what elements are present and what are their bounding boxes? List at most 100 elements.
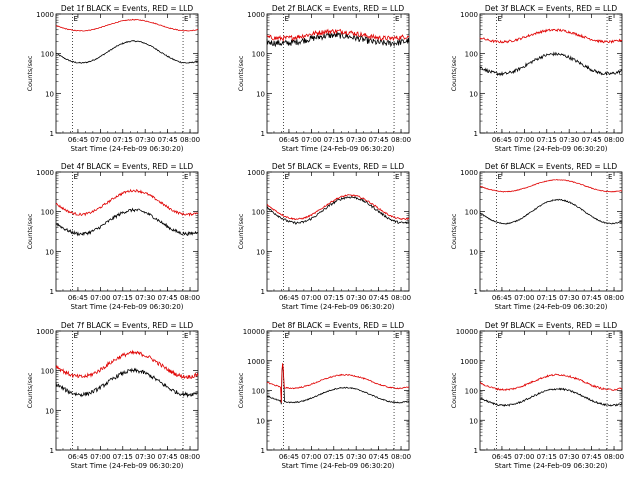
x-tick-label: 08:00 (391, 136, 411, 144)
event-marker-label: E (184, 332, 188, 340)
x-tick-label: 07:00 (90, 136, 110, 144)
x-tick-label: 07:15 (537, 136, 557, 144)
events-series-line (266, 195, 410, 225)
x-tick-label: 07:30 (135, 294, 155, 302)
event-marker-label: E (608, 15, 612, 23)
plot-frame (266, 330, 410, 451)
y-tick-label: 100 (465, 209, 478, 217)
panel-det-3: Det 3f BLACK = Events, RED = LLD 1 10 100 10… (450, 4, 624, 153)
events-series-line (479, 387, 623, 407)
y-tick-label: 1 (50, 288, 54, 296)
x-tick-label: 07:45 (369, 453, 389, 461)
x-axis-label: Start Time (24-Feb-09 06:30:20) (70, 462, 183, 470)
lld-series-line (479, 179, 623, 193)
y-tick-label: 1 (474, 288, 478, 296)
lld-series-line (55, 188, 199, 217)
x-tick-label: 07:30 (346, 136, 366, 144)
y-tick-label: 10000 (243, 328, 265, 336)
panel-title: Det 1f BLACK = Events, RED = LLD (61, 4, 194, 13)
y-axis-label: Counts/sec (450, 55, 458, 91)
x-tick-label: 07:00 (301, 136, 321, 144)
event-marker-label: E (284, 332, 288, 340)
panel-title: Det 3f BLACK = Events, RED = LLD (485, 4, 618, 13)
x-tick-label: 06:45 (279, 453, 299, 461)
y-tick-label: 10 (256, 90, 265, 98)
y-tick-label: 1 (474, 130, 478, 138)
y-axis-label: Counts/sec (26, 213, 34, 249)
x-axis-label: Start Time (24-Feb-09 06:30:20) (494, 462, 607, 470)
x-axis-label: Start Time (24-Feb-09 06:30:20) (281, 303, 394, 311)
x-tick-label: 07:15 (113, 453, 133, 461)
x-tick-label: 08:00 (391, 294, 411, 302)
event-marker-label: E (497, 332, 501, 340)
event-marker-label: E (73, 15, 77, 23)
x-tick-label: 07:45 (582, 453, 602, 461)
lld-series-line (55, 18, 199, 32)
x-tick-label: 07:30 (135, 453, 155, 461)
x-tick-label: 07:00 (514, 136, 534, 144)
x-tick-label: 07:30 (559, 294, 579, 302)
plot-frame (266, 13, 410, 134)
y-tick-label: 10 (256, 417, 265, 425)
x-tick-label: 07:45 (158, 453, 178, 461)
x-tick-label: 07:45 (582, 136, 602, 144)
events-series-line (266, 364, 410, 405)
panel-det-9: Det 9f BLACK = Events, RED = LLD 1 10 100 10… (450, 321, 624, 470)
event-marker-label: E (608, 332, 612, 340)
x-tick-label: 07:00 (90, 453, 110, 461)
y-tick-label: 100 (41, 368, 54, 376)
x-tick-label: 07:15 (324, 453, 344, 461)
x-tick-label: 08:00 (391, 453, 411, 461)
y-tick-label: 10 (45, 248, 54, 256)
x-tick-label: 07:45 (158, 294, 178, 302)
y-tick-label: 1000 (247, 169, 265, 177)
x-axis-label: Start Time (24-Feb-09 06:30:20) (70, 145, 183, 153)
x-tick-label: 07:30 (559, 136, 579, 144)
panel-det-6: Det 6f BLACK = Events, RED = LLD 1 10 100 10… (450, 162, 624, 311)
y-axis-label: Counts/sec (26, 372, 34, 408)
y-axis-label: Counts/sec (237, 213, 245, 249)
x-tick-label: 07:00 (301, 453, 321, 461)
panel-title: Det 7f BLACK = Events, RED = LLD (61, 321, 194, 330)
events-series-line (266, 31, 410, 48)
x-axis-label: Start Time (24-Feb-09 06:30:20) (70, 303, 183, 311)
y-tick-label: 1000 (460, 358, 478, 366)
y-axis-label: Counts/sec (26, 55, 34, 91)
x-tick-label: 08:00 (180, 136, 200, 144)
x-axis-label: Start Time (24-Feb-09 06:30:20) (281, 462, 394, 470)
x-tick-label: 06:45 (68, 294, 88, 302)
y-tick-label: 1000 (460, 11, 478, 19)
y-tick-label: 1 (474, 447, 478, 455)
x-tick-label: 07:30 (346, 453, 366, 461)
event-marker-label: E (284, 173, 288, 181)
x-tick-label: 07:45 (369, 294, 389, 302)
panel-det-7: Det 7f BLACK = Events, RED = LLD 1 10 100 10… (26, 321, 200, 470)
x-tick-label: 07:00 (514, 294, 534, 302)
x-tick-label: 06:45 (68, 453, 88, 461)
y-tick-label: 1000 (36, 11, 54, 19)
event-marker-label: E (284, 15, 288, 23)
plot-frame (55, 171, 199, 292)
lld-series-line (479, 373, 623, 392)
x-tick-label: 07:30 (346, 294, 366, 302)
lld-series-line (266, 28, 410, 42)
x-tick-label: 07:45 (158, 136, 178, 144)
plot-frame (479, 13, 623, 134)
y-tick-label: 1 (50, 447, 54, 455)
panel-title: Det 2f BLACK = Events, RED = LLD (272, 4, 405, 13)
event-marker-label: E (395, 332, 399, 340)
panel-title: Det 5f BLACK = Events, RED = LLD (272, 162, 405, 171)
x-tick-label: 07:30 (559, 453, 579, 461)
lld-series-line (266, 363, 410, 403)
plot-frame (479, 171, 623, 292)
x-tick-label: 07:45 (582, 294, 602, 302)
event-marker-label: E (184, 173, 188, 181)
panel-det-5: Det 5f BLACK = Events, RED = LLD 1 10 100 10… (237, 162, 411, 311)
lld-series-line (266, 194, 410, 221)
plot-frame (266, 171, 410, 292)
x-tick-label: 08:00 (604, 136, 624, 144)
event-marker-label: E (608, 173, 612, 181)
x-tick-label: 06:45 (492, 136, 512, 144)
x-tick-label: 06:45 (279, 136, 299, 144)
